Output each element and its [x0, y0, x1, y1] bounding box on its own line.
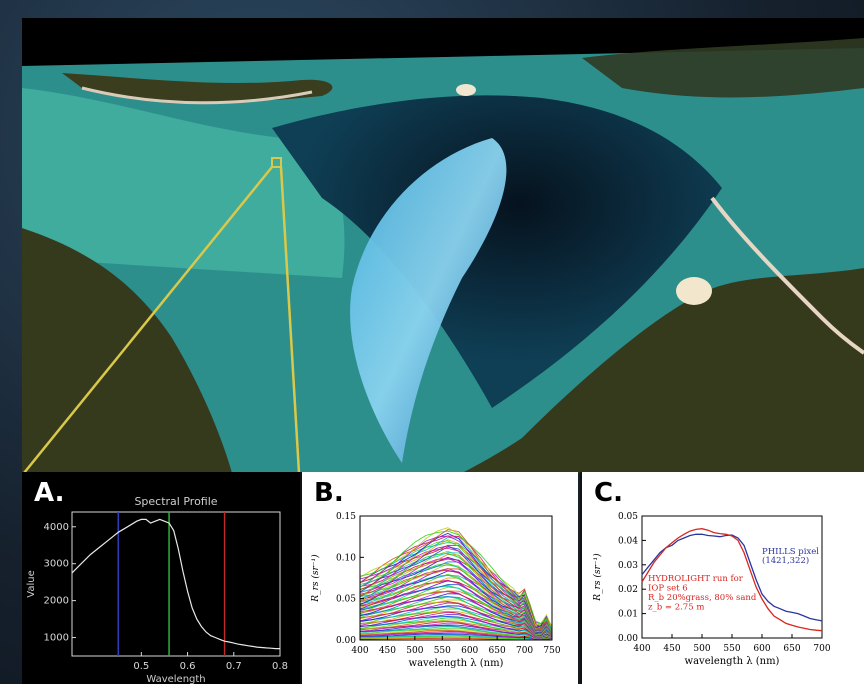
callout-line-right: [279, 166, 301, 473]
x-tick-label: 500: [406, 646, 423, 656]
y-tick-label: 0.10: [336, 553, 356, 563]
x-axis-label: Wavelength: [146, 674, 205, 684]
x-tick-label: 750: [543, 646, 560, 656]
sand-bank: [350, 138, 507, 463]
rrs-spectrum-line: [359, 606, 553, 637]
rrs-spectrum-line: [359, 629, 553, 640]
hydrolight-line: [641, 528, 823, 632]
land-top-island: [62, 73, 333, 103]
panel-a: Spectral Profile 0.5 0.6 0.7 0.8 1000 2000 3000…: [22, 472, 300, 684]
x-tick-label: 700: [516, 646, 533, 656]
x-tick-label: 550: [434, 646, 451, 656]
beach-left: [81, 86, 313, 105]
rrs-family-chart: 400 450 500 550 600 650 700 750 0.00 0.05 0.10 0.15…: [310, 512, 561, 669]
x-tick-label: 0.8: [272, 661, 288, 672]
hydrolight-annotation: IOP set 6: [648, 584, 688, 594]
y-axis-label: R_rs (sr⁻¹): [592, 553, 603, 602]
y-tick-label: 0.05: [336, 595, 356, 605]
panel-c-label: C.: [594, 478, 623, 508]
hydrolight-annotation: R_b 20%grass, 80% sand: [648, 593, 757, 603]
hydrolight-annotation: HYDROLIGHT run for: [648, 574, 744, 584]
y-axis-label: R_rs (sr⁻¹): [310, 554, 321, 603]
x-tick-label: 700: [813, 644, 830, 654]
rrs-spectrum-line: [359, 626, 553, 639]
panel-b-label: B.: [314, 478, 344, 508]
spectral-profile-chart: Spectral Profile 0.5 0.6 0.7 0.8 1000 2000 3000…: [26, 495, 288, 684]
x-tick-label: 400: [633, 644, 650, 654]
rrs-spectrum-line: [359, 527, 553, 629]
phills-annotation: PHILLS pixel: [762, 547, 819, 557]
x-tick-label: 450: [379, 646, 396, 656]
x-tick-label: 0.5: [133, 661, 149, 672]
y-tick-label: 3000: [44, 559, 69, 570]
sample-pixel-box: [271, 157, 282, 168]
aerial-image: [22, 18, 864, 473]
x-tick-label: 0.6: [180, 661, 196, 672]
land-top-right: [582, 38, 864, 98]
y-tick-label: 0.15: [336, 512, 356, 522]
phills-annotation: (1421,322): [762, 555, 809, 566]
x-tick-label: 650: [783, 644, 800, 654]
x-tick-label: 650: [489, 646, 506, 656]
x-tick-label: 400: [351, 646, 368, 656]
spectral-profile-line: [71, 518, 280, 650]
x-tick-label: 500: [693, 644, 710, 654]
land-right: [462, 268, 864, 473]
sand-patch: [676, 277, 712, 305]
beach-right: [710, 196, 864, 355]
x-tick-label: 450: [663, 644, 680, 654]
y-tick-label: 0.00: [336, 636, 356, 646]
rrs-spectrum-line: [359, 556, 553, 632]
x-tick-label: 550: [723, 644, 740, 654]
y-axis-label: Value: [26, 570, 37, 597]
y-tick-label: 0.02: [618, 585, 638, 595]
rrs-comparison-chart: 400 450 500 550 600 650 700 0.00 0.01 0.02 0.03 0.0…: [592, 512, 831, 667]
plot-frame: [359, 515, 553, 641]
phills-line: [641, 533, 823, 622]
x-tick-label: 600: [461, 646, 478, 656]
panel-b: 400 450 500 550 600 650 700 750 0.00 0.05 0.10 0.15…: [300, 472, 578, 684]
rrs-spectrum-line: [359, 621, 553, 639]
y-tick-label: 0.05: [618, 512, 638, 522]
shallow-water-highlight: [22, 88, 345, 278]
x-tick-label: 0.7: [226, 661, 242, 672]
x-axis-label: wavelength λ (nm): [409, 658, 504, 669]
plot-frame: [71, 511, 281, 657]
panel-c: 400 450 500 550 600 650 700 0.00 0.01 0.02 0.03 0.0…: [580, 472, 864, 684]
rrs-spectrum-line: [359, 530, 553, 633]
hydrolight-annotation: z_b = 2.75 m: [648, 603, 704, 613]
y-tick-label: 0.01: [618, 610, 638, 620]
y-tick-label: 0.04: [618, 536, 638, 546]
callout-line-left: [23, 166, 273, 473]
y-tick-label: 0.00: [618, 634, 638, 644]
x-tick-label: 600: [753, 644, 770, 654]
y-tick-label: 4000: [44, 522, 69, 533]
y-tick-label: 2000: [44, 596, 69, 607]
x-axis-label: wavelength λ (nm): [685, 656, 780, 667]
chart-title: Spectral Profile: [134, 495, 217, 508]
small-islet: [456, 84, 476, 96]
rrs-spectrum-line: [359, 580, 553, 635]
deep-channel: [272, 95, 722, 408]
y-tick-label: 0.03: [618, 561, 638, 571]
panel-a-label: A.: [34, 478, 65, 508]
y-tick-label: 1000: [44, 633, 69, 644]
